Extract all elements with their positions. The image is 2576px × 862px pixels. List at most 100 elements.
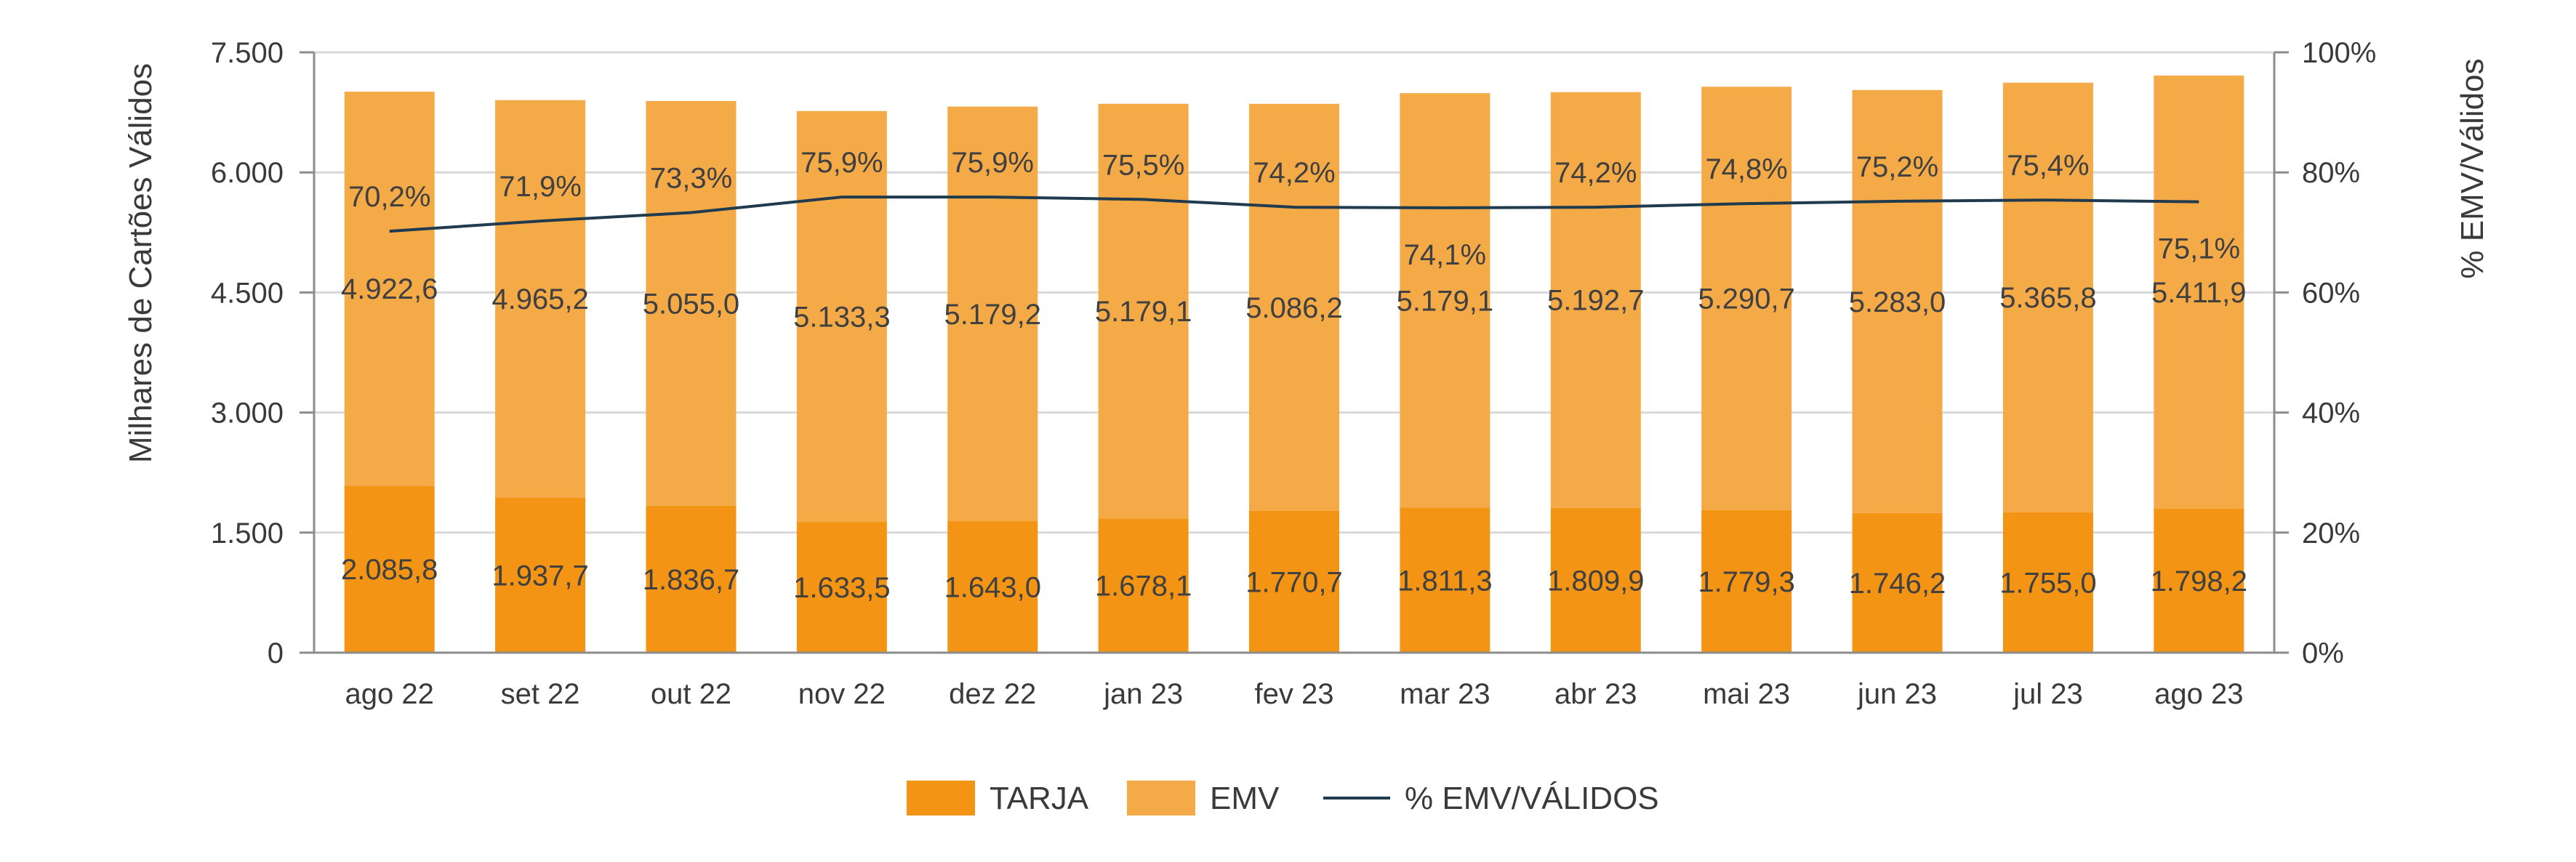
x-tick-label: abr 23 [1554,678,1637,710]
y2-tick-label: 20% [2302,517,2360,549]
y-tick-label: 3.000 [211,398,284,430]
x-tick-label: dez 22 [949,678,1036,710]
data-label-tarja: 1.811,3 [1397,565,1493,597]
bar-emv [646,100,737,506]
data-label-pct: 75,5% [1102,149,1184,181]
data-label-pct: 70,2% [348,181,430,213]
data-label-emv: 5.192,7 [1547,285,1644,317]
x-tick-label: mar 23 [1400,678,1490,710]
x-tick-label: jun 23 [1857,678,1937,710]
y2-tick-label: 40% [2302,398,2360,430]
data-labels: 2.085,8 1.937,7 1.836,7 1.633,5 1.643,0 1.678… [341,147,2247,604]
bar-tarja [495,497,586,653]
data-label-emv: 5.411,9 [2151,277,2247,309]
y-axis-title: Milhares de Cartões Válidos [123,63,159,463]
data-label-emv: 5.179,1 [1095,296,1192,328]
data-label-tarja: 1.779,3 [1698,566,1794,598]
data-label-emv: 5.055,0 [643,288,739,320]
data-label-tarja: 2.085,8 [341,554,438,586]
y-tick-label: 1.500 [211,517,284,549]
bar-tarja [1098,518,1189,653]
y2-tick-label: 100% [2302,37,2376,69]
bar-emv [1098,103,1189,519]
x-tick-label: fev 23 [1255,678,1334,710]
data-label-emv: 5.179,2 [944,299,1040,331]
data-label-tarja: 1.809,9 [1547,565,1644,597]
y2-tick-label: 80% [2302,157,2360,189]
data-label-tarja: 1.678,1 [1095,571,1192,603]
x-tick-label: nov 22 [798,678,886,710]
bar-emv [796,110,887,523]
data-label-pct: 75,9% [952,147,1034,179]
data-label-pct: 74,2% [1554,157,1637,189]
data-label-emv: 5.086,2 [1245,292,1342,324]
data-label-emv: 5.133,3 [793,301,890,333]
axes: 0 1.500 3.000 4.500 6.000 7.500 0% 20% 40% 60% 80%… [211,37,2376,710]
data-label-emv: 5.290,7 [1698,283,1794,315]
bar-emv [947,106,1038,522]
data-label-pct: 75,9% [801,147,883,179]
data-label-pct: 71,9% [499,171,581,203]
legend-label-emv: EMV [1210,781,1280,816]
bar-emv [1249,103,1339,511]
bars [344,75,2244,653]
data-label-emv: 5.365,8 [1999,282,2096,314]
y-tick-label: 7.500 [211,37,284,69]
data-label-pct: 75,4% [2007,150,2089,182]
bar-tarja [2154,508,2244,653]
data-label-pct: 73,3% [650,163,732,195]
data-label-tarja: 1.643,0 [944,572,1040,604]
data-label-emv: 5.179,1 [1397,285,1493,317]
data-label-tarja: 1.836,7 [643,564,739,596]
bar-emv [2154,75,2244,509]
y2-tick-label: 60% [2302,277,2360,309]
y-tick-label: 0 [268,637,284,669]
bar-tarja [646,505,737,653]
bar-tarja [1550,507,1641,653]
series-line-pct-emv [389,196,2199,233]
data-label-pct: 75,1% [2158,233,2240,265]
bar-tarja [796,522,887,653]
bar-tarja [947,521,1038,653]
bar-emv [1852,89,1943,513]
data-label-tarja: 1.633,5 [793,572,890,604]
legend-label-pct-emv: % EMV/VÁLIDOS [1405,781,1659,816]
bar-tarja [1400,507,1490,653]
x-tick-label: jan 23 [1103,678,1183,710]
data-label-tarja: 1.770,7 [1245,566,1342,598]
data-label-emv: 4.965,2 [491,283,588,315]
bar-tarja [1701,510,1792,653]
y-tick-label: 6.000 [211,157,284,189]
x-tick-label: set 22 [501,678,580,710]
data-label-tarja: 1.798,2 [2151,565,2247,597]
bar-emv [1701,86,1792,511]
data-label-tarja: 1.755,0 [1999,567,2096,599]
legend-swatch-emv [1127,781,1195,815]
data-label-tarja: 1.746,2 [1849,568,1946,600]
bar-emv [344,92,435,486]
data-label-emv: 5.283,0 [1849,286,1946,318]
x-tick-label: mai 23 [1703,678,1790,710]
x-tick-label: ago 23 [2154,678,2243,710]
x-tick-label: out 22 [651,678,731,710]
percentage-line [389,196,2199,233]
bar-emv [1550,92,1641,508]
data-label-pct: 75,2% [1856,151,1938,183]
data-label-emv: 4.922,6 [341,273,438,305]
bar-tarja [1852,512,1943,653]
bar-emv [1400,93,1490,508]
data-label-tarja: 1.937,7 [491,560,588,592]
legend-swatch-tarja [907,781,975,815]
data-label-pct: 74,2% [1253,157,1335,189]
bar-tarja [344,486,435,653]
bar-tarja [2002,512,2093,653]
y2-axis-title: % EMV/Válidos [2455,58,2490,278]
data-label-pct: 74,8% [1705,153,1787,185]
bar-tarja [1249,510,1339,653]
bar-emv [495,100,586,498]
y-tick-label: 4.500 [211,277,284,309]
data-label-pct: 74,1% [1404,239,1486,271]
legend: TARJA EMV % EMV/VÁLIDOS [907,781,1659,816]
